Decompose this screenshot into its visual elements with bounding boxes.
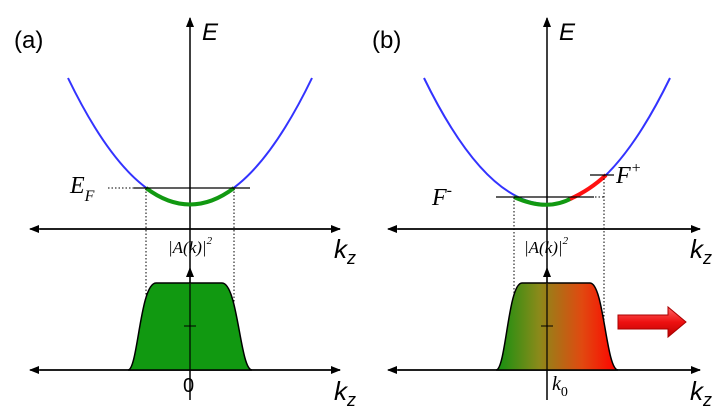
panel-b-f-minus-label: F- [431, 182, 452, 211]
panel-b-energy-axis-label: E [559, 19, 576, 46]
panel-b-f-plus-label: F+ [615, 160, 641, 189]
panel-a-label: (a) [14, 27, 43, 54]
panel-b: (b) E kz kz F- F+ |A(k)|2 k [372, 17, 712, 410]
panel-b-wavepacket [495, 282, 619, 371]
panel-a: (a) E kz kz EF |A(k)|2 0 [14, 17, 356, 410]
panel-a-origin-label: 0 [183, 375, 194, 397]
panel-b-label: (b) [372, 27, 401, 54]
panel-b-kz-axis-bottom-label: kz [690, 376, 712, 410]
panel-b-kz-axis-top-label: kz [690, 234, 712, 268]
panel-b-shift-arrow-icon [617, 305, 687, 339]
panel-b-occupied-states-red [569, 173, 608, 201]
panel-a-energy-axis-label: E [202, 19, 219, 46]
panel-b-occupied-states-green [513, 195, 573, 207]
panel-b-amplitude-label: |A(k)|2 [524, 235, 569, 257]
panel-a-amplitude-label: |A(k)|2 [168, 235, 213, 257]
panel-b-center-label: k0 [552, 373, 568, 400]
panel-a-kz-axis-top-label: kz [334, 234, 356, 268]
panel-a-occupied-states [144, 186, 236, 207]
panel-a-fermi-label: EF [69, 173, 95, 205]
panel-a-kz-axis-bottom-label: kz [334, 376, 356, 410]
